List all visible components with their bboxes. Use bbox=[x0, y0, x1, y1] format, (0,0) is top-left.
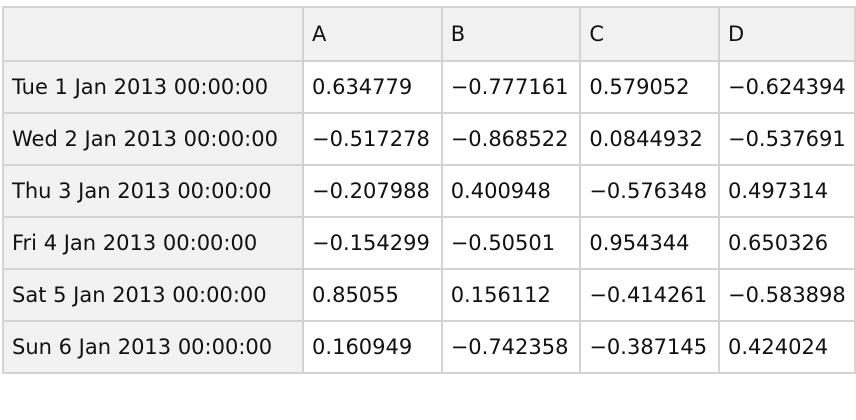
table-cell: −0.742358 bbox=[440, 320, 582, 374]
table-cell: −0.517278 bbox=[302, 112, 443, 166]
table-row: Sun 6 Jan 2013 00:00:00 0.160949 −0.742358… bbox=[1, 320, 856, 374]
table-cell: −0.624394 bbox=[717, 60, 856, 114]
row-header: Wed 2 Jan 2013 00:00:00 bbox=[1, 112, 305, 166]
table-row: Wed 2 Jan 2013 00:00:00 −0.517278 −0.86852… bbox=[1, 112, 856, 166]
column-header: A bbox=[302, 6, 443, 62]
table-body: Tue 1 Jan 2013 00:00:00 0.634779 −0.777161… bbox=[1, 60, 856, 374]
table-row: Sat 5 Jan 2013 00:00:00 0.85055 0.156112 −0… bbox=[1, 268, 856, 322]
table-cell: −0.583898 bbox=[717, 268, 856, 322]
table-cell: 0.650326 bbox=[717, 216, 856, 270]
table-cell: 0.954344 bbox=[579, 216, 720, 270]
row-header: Tue 1 Jan 2013 00:00:00 bbox=[1, 60, 305, 114]
column-header: D bbox=[717, 6, 856, 62]
table-cell: 0.400948 bbox=[440, 164, 582, 218]
table-cell: −0.154299 bbox=[302, 216, 443, 270]
table-cell: 0.160949 bbox=[302, 320, 443, 374]
table-row: Tue 1 Jan 2013 00:00:00 0.634779 −0.777161… bbox=[1, 60, 856, 114]
corner-cell bbox=[1, 6, 305, 62]
table-cell: 0.579052 bbox=[579, 60, 720, 114]
table-cell: 0.0844932 bbox=[579, 112, 720, 166]
table-cell: −0.777161 bbox=[440, 60, 582, 114]
table-cell: −0.50501 bbox=[440, 216, 582, 270]
table-cell: −0.207988 bbox=[302, 164, 443, 218]
column-header: C bbox=[579, 6, 720, 62]
table-row: Thu 3 Jan 2013 00:00:00 −0.207988 0.400948… bbox=[1, 164, 856, 218]
row-header: Sat 5 Jan 2013 00:00:00 bbox=[1, 268, 305, 322]
table-cell: −0.414261 bbox=[579, 268, 720, 322]
table-cell: 0.156112 bbox=[440, 268, 582, 322]
table-cell: 0.85055 bbox=[302, 268, 443, 322]
table-cell: 0.424024 bbox=[717, 320, 856, 374]
column-header: B bbox=[440, 6, 582, 62]
table-cell: 0.497314 bbox=[717, 164, 856, 218]
table-cell: −0.576348 bbox=[579, 164, 720, 218]
row-header: Thu 3 Jan 2013 00:00:00 bbox=[1, 164, 305, 218]
table-row: Fri 4 Jan 2013 00:00:00 −0.154299 −0.50501… bbox=[1, 216, 856, 270]
table-cell: −0.537691 bbox=[717, 112, 856, 166]
row-header: Sun 6 Jan 2013 00:00:00 bbox=[1, 320, 305, 374]
table-cell: −0.868522 bbox=[440, 112, 582, 166]
table-cell: −0.387145 bbox=[579, 320, 720, 374]
row-header: Fri 4 Jan 2013 00:00:00 bbox=[1, 216, 305, 270]
table-cell: 0.634779 bbox=[302, 60, 443, 114]
